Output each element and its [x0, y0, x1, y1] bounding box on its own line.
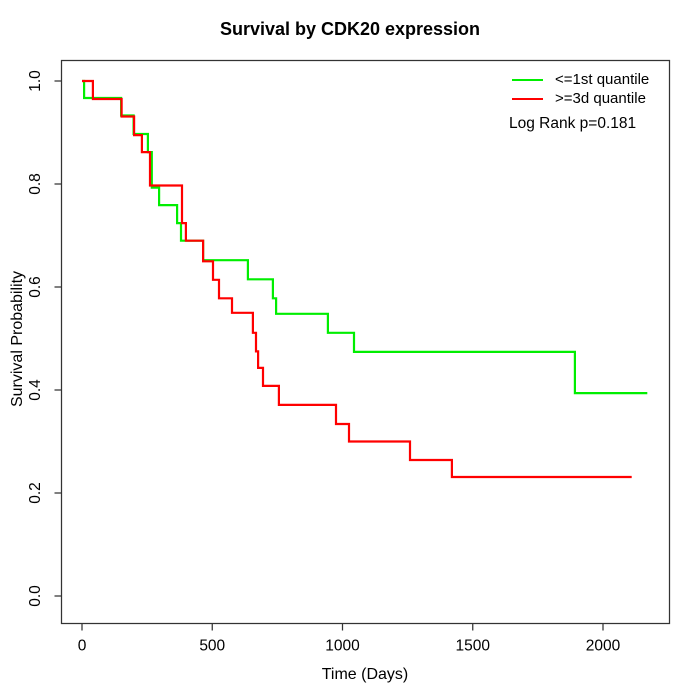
y-axis-label: Survival Probability [9, 270, 26, 408]
red-line-swatch [512, 97, 543, 100]
legend-item-first-quantile: <=1st quantile [505, 70, 675, 89]
legend-label-first-quantile: <=1st quantile [555, 71, 650, 88]
x-tick-label: 0 [78, 638, 87, 655]
x-axis-label: Time (Days) [321, 666, 409, 683]
x-tick-label: 1000 [325, 638, 360, 655]
y-tick-label: 0.2 [27, 482, 44, 504]
x-tick-label: 1500 [456, 638, 491, 655]
y-tick-label: 0.8 [27, 173, 44, 195]
y-tick-label: 0.0 [27, 585, 44, 607]
green-line-swatch [512, 78, 543, 81]
y-tick-label: 0.6 [27, 276, 44, 298]
legend-item-third-quantile: >=3d quantile [505, 89, 675, 108]
legend-label-third-quantile: >=3d quantile [555, 90, 646, 107]
x-tick-label: 500 [199, 638, 225, 655]
y-tick-label: 0.4 [27, 379, 44, 401]
x-tick-label: 2000 [586, 638, 621, 655]
chart-title: Survival by CDK20 expression [219, 19, 481, 39]
plot-box [60, 59, 671, 625]
logrank-pvalue: Log Rank p=0.181 [509, 115, 637, 132]
km-curve-third-quantile [82, 79, 632, 479]
y-tick-label: 1.0 [27, 70, 44, 92]
legend: <=1st quantile >=3d quantile Log Rank p=… [505, 70, 675, 133]
